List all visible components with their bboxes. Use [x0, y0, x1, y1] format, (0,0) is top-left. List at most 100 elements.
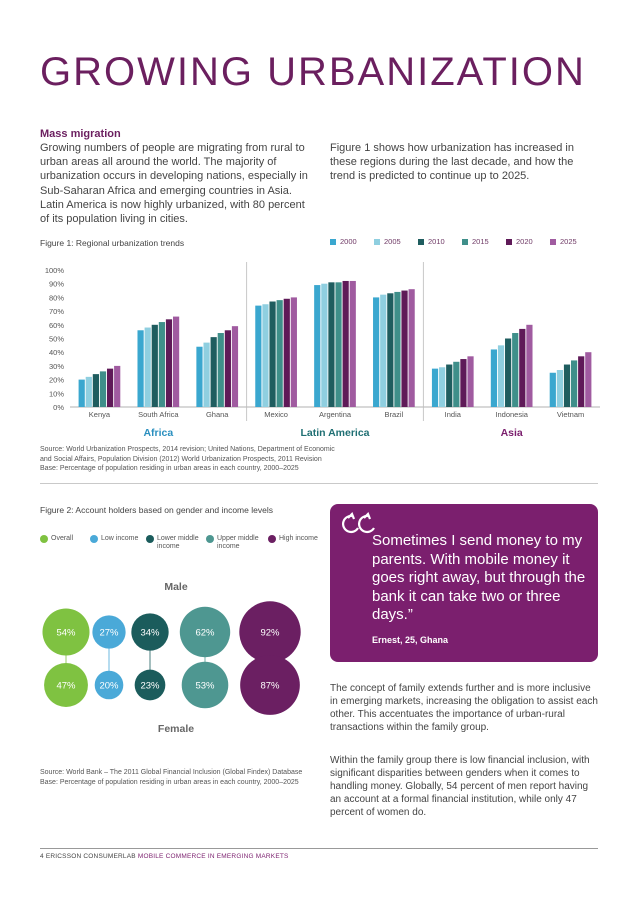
urbanization-bar-chart: 0% 10% 20% 30% 40% 50% 60% 70% 80% 90% 100% Kenya So…	[45, 262, 600, 439]
footer-divider	[40, 848, 598, 849]
x-tick-label: India	[445, 410, 462, 419]
bar	[549, 372, 556, 407]
female-bubble	[240, 655, 300, 715]
publisher: ERICSSON CONSUMERLAB	[45, 853, 136, 860]
report-title: MOBILE COMMERCE IN EMERGING MARKETS	[137, 853, 289, 860]
x-tick-label: Mexico	[264, 410, 288, 419]
bar	[217, 333, 224, 407]
y-tick-label: 100%	[45, 266, 65, 275]
legend-item: Upper middle income	[206, 535, 268, 551]
legend-item: 2000	[330, 237, 374, 246]
bar	[165, 319, 173, 407]
bar	[210, 337, 217, 407]
bar	[387, 293, 394, 407]
legend-label: Upper middle income	[217, 535, 259, 550]
legend-item: 2005	[374, 237, 418, 246]
female-bubble	[44, 663, 88, 707]
bar	[290, 297, 297, 407]
male-bubble	[42, 608, 90, 656]
legend-dot	[146, 535, 154, 543]
bar	[283, 298, 290, 407]
section-divider	[40, 483, 598, 484]
x-tick-label: Kenya	[89, 410, 111, 419]
bar	[203, 342, 210, 407]
bar	[563, 364, 571, 407]
legend-label: Overall	[51, 535, 74, 542]
bar	[556, 370, 564, 407]
y-tick-label: 90%	[49, 280, 64, 289]
legend-label: 2005	[384, 237, 401, 246]
region-label: Asia	[501, 427, 523, 439]
bar	[512, 333, 519, 407]
bar	[401, 290, 408, 407]
account-holders-bubble-chart: Male Female 54% 47% 27% 20% 34% 23% 62% 53% 92% 87%	[42, 581, 301, 735]
source-line: Source: World Bank – The 2011 Global Fin…	[40, 769, 303, 776]
bar	[490, 349, 498, 407]
legend-label: Lower middle income	[157, 535, 199, 550]
legend-dot	[268, 535, 276, 543]
bar	[585, 352, 592, 407]
section-heading: Mass migration	[40, 128, 121, 140]
legend-swatch	[374, 238, 380, 245]
page-title: GROWING URBANIZATION	[40, 50, 586, 94]
bar	[342, 280, 349, 407]
legend-dot	[90, 535, 98, 543]
legend-item: 2010	[418, 237, 462, 246]
bar	[467, 356, 474, 407]
y-tick-label: 60%	[49, 321, 64, 330]
bar	[349, 280, 356, 407]
x-tick-label: Brazil	[385, 410, 404, 419]
female-bubble	[181, 661, 229, 709]
legend-dot	[206, 535, 214, 543]
bar	[151, 324, 158, 407]
bar	[380, 294, 387, 407]
bar	[137, 330, 144, 407]
bar	[255, 305, 262, 407]
x-tick-label: South Africa	[138, 410, 179, 419]
bar	[453, 361, 460, 407]
female-value-label: 87%	[260, 681, 280, 692]
x-tick-label: Indonesia	[495, 410, 528, 419]
source-line: Base: Percentage of population residing …	[40, 465, 299, 472]
male-label: Male	[164, 581, 188, 593]
bar	[497, 345, 505, 407]
legend-label: 2015	[472, 237, 489, 246]
bar	[314, 285, 321, 407]
male-value-label: 54%	[56, 628, 76, 639]
bar	[460, 359, 467, 407]
bar	[262, 304, 269, 407]
source-line: Base: Percentage of population residing …	[40, 778, 299, 786]
legend-item: 2015	[462, 237, 506, 246]
female-label: Female	[158, 723, 194, 735]
bar	[446, 364, 453, 407]
legend-label: 2000	[340, 237, 357, 246]
bar	[526, 324, 533, 407]
y-tick-label: 30%	[49, 362, 64, 371]
legend-swatch	[418, 238, 424, 245]
bar	[99, 371, 107, 407]
bar	[78, 379, 85, 407]
figure1-legend: 2000 2005 2010 2015 2020 2025	[330, 237, 594, 246]
page-number: 4	[40, 853, 44, 860]
source-line: and Social Affairs, Population Division …	[40, 455, 322, 463]
female-value-label: 53%	[195, 681, 215, 692]
source-line: Source: World Urbanization Prospects, 20…	[40, 446, 335, 453]
legend-label: Low income	[101, 535, 139, 542]
figure2-caption: Figure 2: Account holders based on gende…	[40, 505, 273, 515]
bar	[158, 322, 165, 407]
bar	[578, 356, 585, 407]
legend-swatch	[462, 238, 468, 245]
bar	[85, 376, 92, 407]
region-label: Africa	[143, 427, 173, 439]
bar	[172, 316, 180, 407]
paragraph-inclusion: Within the family group there is low fin…	[330, 755, 590, 818]
y-tick-label: 80%	[49, 293, 64, 302]
quote-icon	[342, 512, 375, 534]
bar	[328, 282, 335, 407]
y-tick-label: 70%	[49, 307, 64, 316]
legend-label: 2010	[428, 237, 445, 246]
male-bubble	[92, 615, 126, 649]
male-bubble	[179, 606, 231, 658]
y-tick-label: 0%	[53, 403, 64, 412]
legend-swatch	[330, 238, 336, 245]
